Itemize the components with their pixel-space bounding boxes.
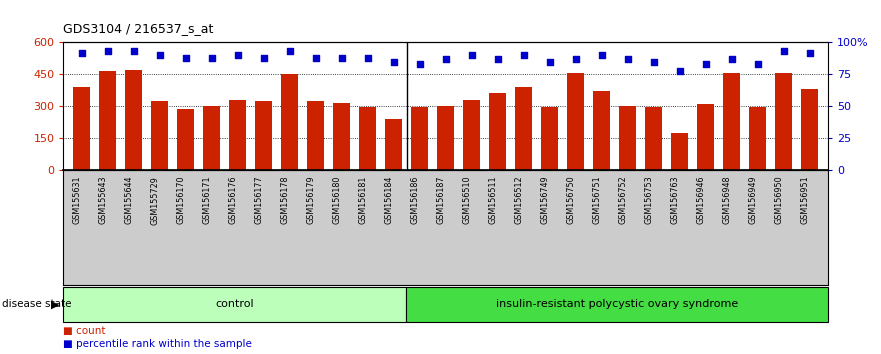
Bar [594,91,611,170]
Point [803,50,817,56]
Bar [73,87,90,170]
Bar [255,101,272,170]
Point [491,56,505,62]
Point [387,59,401,64]
Bar [359,107,376,170]
Text: GSM155631: GSM155631 [72,176,82,224]
Text: GSM156751: GSM156751 [593,176,602,224]
Point [439,56,453,62]
Point [465,52,479,58]
Point [569,56,583,62]
Bar [541,107,559,170]
Point [699,61,713,67]
Text: GSM156177: GSM156177 [255,176,263,224]
Text: GSM155643: GSM155643 [99,176,107,224]
Point [152,52,167,58]
Bar [775,73,792,170]
Text: ▶: ▶ [51,299,60,309]
Text: GSM156178: GSM156178 [281,176,290,224]
Bar [802,89,818,170]
Bar [723,73,740,170]
Point [517,52,531,58]
Bar [411,107,428,170]
Text: GSM156180: GSM156180 [333,176,342,224]
Point [543,59,557,64]
Bar [281,74,298,170]
Bar [385,119,403,170]
Text: GSM156510: GSM156510 [463,176,472,224]
Bar [567,73,584,170]
Bar [515,87,532,170]
Text: GSM156176: GSM156176 [229,176,238,224]
Bar [489,93,507,170]
Text: GSM156951: GSM156951 [801,176,810,224]
Text: GSM156186: GSM156186 [411,176,419,224]
Bar [307,101,324,170]
Point [647,59,661,64]
Point [725,56,739,62]
Bar [463,100,480,170]
Bar [750,107,766,170]
Text: GSM156948: GSM156948 [723,176,732,224]
Point [621,56,635,62]
Point [595,52,609,58]
Point [127,48,141,54]
Bar [698,104,714,170]
Bar [619,106,636,170]
Text: GSM156750: GSM156750 [566,176,576,224]
Text: GSM156179: GSM156179 [307,176,315,224]
Bar [100,71,116,170]
Point [308,55,322,61]
Text: GSM156184: GSM156184 [385,176,394,224]
Point [231,52,245,58]
Text: GSM155729: GSM155729 [151,176,159,224]
Bar [125,70,142,170]
Text: GSM156181: GSM156181 [359,176,367,224]
Text: GSM156752: GSM156752 [618,176,628,224]
Text: ■ percentile rank within the sample: ■ percentile rank within the sample [63,339,252,349]
Point [360,55,374,61]
Text: GSM155644: GSM155644 [124,176,134,224]
Text: ■ count: ■ count [63,326,106,336]
Bar [152,101,168,170]
Bar [671,133,688,170]
Bar [333,103,351,170]
Text: insulin-resistant polycystic ovary syndrome: insulin-resistant polycystic ovary syndr… [496,299,738,309]
Text: GSM156949: GSM156949 [749,176,758,224]
Text: GSM156171: GSM156171 [203,176,211,224]
Text: GSM156749: GSM156749 [541,176,550,224]
Text: GSM156763: GSM156763 [670,176,680,224]
Text: GSM156946: GSM156946 [697,176,706,224]
Point [256,55,270,61]
Bar [204,106,220,170]
Point [412,61,426,67]
Point [75,50,89,56]
Text: GSM156753: GSM156753 [645,176,654,224]
Text: GSM156511: GSM156511 [489,176,498,224]
Text: GSM156512: GSM156512 [515,176,524,224]
Point [100,48,115,54]
Point [283,48,297,54]
Bar [229,100,246,170]
Point [204,55,218,61]
Point [179,55,193,61]
Point [673,68,687,73]
Text: GSM156187: GSM156187 [437,176,446,224]
Point [777,48,791,54]
Text: disease state: disease state [2,299,71,309]
Bar [437,106,455,170]
Text: GSM156170: GSM156170 [177,176,186,224]
Text: control: control [216,299,254,309]
Text: GDS3104 / 216537_s_at: GDS3104 / 216537_s_at [63,22,214,35]
Bar [646,107,663,170]
Text: GSM156950: GSM156950 [775,176,784,224]
Bar [177,109,194,170]
Point [751,61,765,67]
Point [335,55,349,61]
